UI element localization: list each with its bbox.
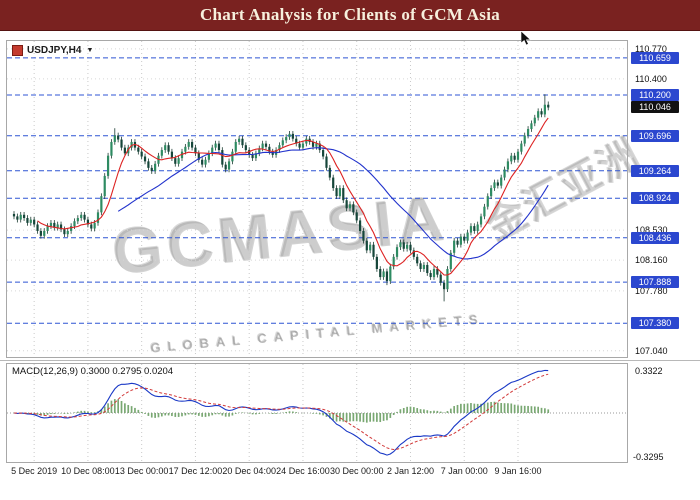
symbol-selector[interactable]: USDJPY,H4 ▼ <box>12 45 93 56</box>
panel-separator[interactable] <box>0 360 700 361</box>
price-axis-label: 108.160 <box>635 255 668 266</box>
time-label: 24 Dec 16:00 <box>276 466 330 476</box>
time-label: 10 Dec 08:00 <box>61 466 115 476</box>
symbol-label: USDJPY,H4 <box>27 45 82 56</box>
price-axis-label: 110.400 <box>635 73 667 84</box>
macd-label: MACD(12,26,9) 0.3000 0.2795 0.0204 <box>12 366 174 377</box>
time-axis[interactable]: 5 Dec 2019 10 Dec 08:00 13 Dec 00:00 17 Dec… <box>6 466 628 480</box>
price-level-badge: 110.200 <box>631 89 679 102</box>
price-axis-label: 107.040 <box>635 345 668 356</box>
time-label: 20 Dec 04:00 <box>222 466 276 476</box>
page-title: Chart Analysis for Clients of GCM Asia <box>199 5 501 24</box>
price-level-badge: 108.436 <box>631 231 679 244</box>
price-level-badge: 107.888 <box>631 276 679 289</box>
macd-scale-min: -0.3295 <box>633 452 664 462</box>
price-axis-label: 108.530 <box>635 225 668 236</box>
time-label: 2 Jan 12:00 <box>386 466 434 476</box>
cursor-arrow-icon <box>521 31 532 46</box>
time-label: 9 Jan 16:00 <box>494 466 542 476</box>
price-level-badge: 109.696 <box>631 129 679 142</box>
price-level-badge: 109.264 <box>631 164 679 177</box>
price-level-badge: 107.380 <box>631 317 679 330</box>
time-label: 5 Dec 2019 <box>11 466 58 476</box>
symbol-icon <box>12 45 23 56</box>
macd-scale-max: 0.3322 <box>635 366 663 376</box>
price-axis-label: 107.780 <box>635 285 668 296</box>
time-label: 7 Jan 00:00 <box>440 466 488 476</box>
chevron-down-icon: ▼ <box>86 47 94 54</box>
price-level-badge: 110.659 <box>631 51 679 64</box>
time-label: 13 Dec 00:00 <box>114 466 169 476</box>
macd-panel[interactable] <box>6 363 628 463</box>
current-price-badge: 110.046 <box>631 101 679 114</box>
app-header: Chart Analysis for Clients of GCM Asia <box>0 0 700 31</box>
price-scale[interactable]: 110.770 110.400 108.530 108.160 107.780 107.0… <box>630 40 700 358</box>
time-label: 30 Dec 00:00 <box>329 466 384 476</box>
price-axis-label: 110.770 <box>635 43 667 54</box>
price-level-badge: 108.924 <box>631 192 679 205</box>
time-label: 17 Dec 12:00 <box>168 466 223 476</box>
main-chart[interactable] <box>6 40 628 358</box>
